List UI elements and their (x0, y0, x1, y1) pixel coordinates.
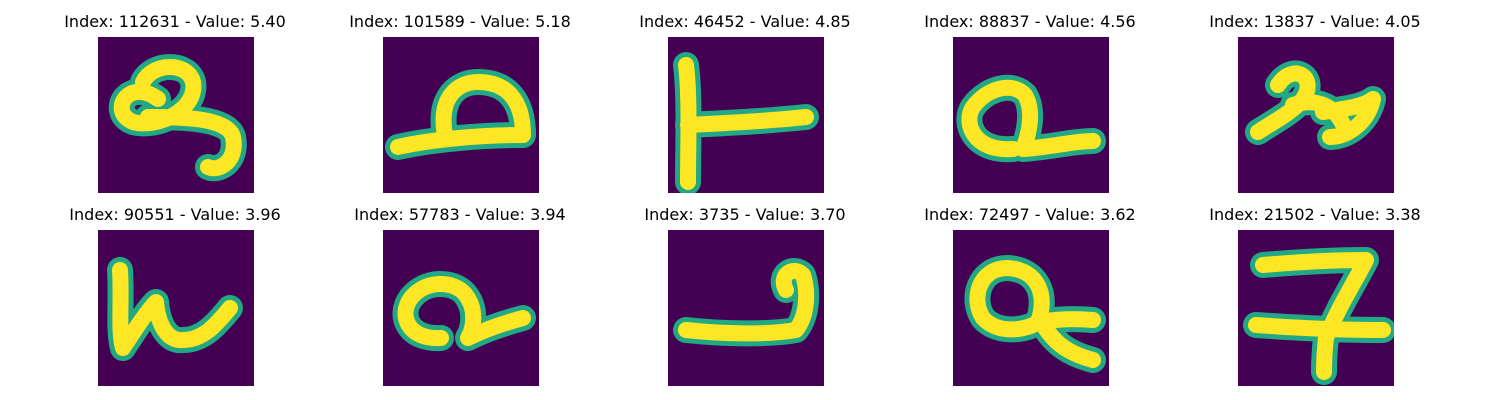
glyph-image (1238, 37, 1394, 193)
glyph-stroke (390, 74, 531, 155)
panel-title: Index: 57783 - Value: 3.94 (354, 205, 566, 224)
glyph-image (953, 37, 1109, 193)
glyph-image (668, 37, 824, 193)
image-panel: Index: 46452 - Value: 4.85 (625, 0, 865, 193)
image-panel: Index: 112631 - Value: 5.40 (55, 0, 295, 193)
glyph-stroke (969, 260, 1101, 368)
image-panel: Index: 57783 - Value: 3.94 (340, 193, 580, 386)
glyph-stroke (112, 262, 238, 356)
glyph-image (953, 230, 1109, 386)
panel-title: Index: 101589 - Value: 5.18 (349, 12, 571, 31)
panel-title: Index: 21502 - Value: 3.38 (1209, 205, 1421, 224)
panel-title: Index: 72497 - Value: 3.62 (924, 205, 1136, 224)
glyph-stroke (113, 59, 242, 177)
panel-title: Index: 90551 - Value: 3.96 (69, 205, 281, 224)
image-panel: Index: 90551 - Value: 3.96 (55, 193, 295, 386)
glyph-image (98, 230, 254, 386)
glyph-stroke (678, 263, 815, 342)
glyph-stroke (1248, 252, 1391, 380)
glyph-stroke (961, 79, 1101, 158)
glyph-image (1238, 230, 1394, 386)
panel-title: Index: 13837 - Value: 4.05 (1209, 12, 1421, 31)
glyph-image (668, 230, 824, 386)
glyph-stroke (397, 275, 531, 347)
image-panel: Index: 72497 - Value: 3.62 (910, 193, 1150, 386)
image-panel: Index: 101589 - Value: 5.18 (340, 0, 580, 193)
glyph-stroke (1250, 65, 1381, 145)
panel-title: Index: 112631 - Value: 5.40 (64, 12, 286, 31)
panel-title: Index: 3735 - Value: 3.70 (644, 205, 846, 224)
glyph-image (383, 230, 539, 386)
image-panel: Index: 21502 - Value: 3.38 (1195, 193, 1435, 386)
panel-title: Index: 46452 - Value: 4.85 (639, 12, 851, 31)
glyph-image (383, 37, 539, 193)
image-panel: Index: 13837 - Value: 4.05 (1195, 0, 1435, 193)
glyph-image (98, 37, 254, 193)
panel-title: Index: 88837 - Value: 4.56 (924, 12, 1136, 31)
glyph-stroke (678, 57, 814, 190)
image-panel: Index: 3735 - Value: 3.70 (625, 193, 865, 386)
image-panel: Index: 88837 - Value: 4.56 (910, 0, 1150, 193)
